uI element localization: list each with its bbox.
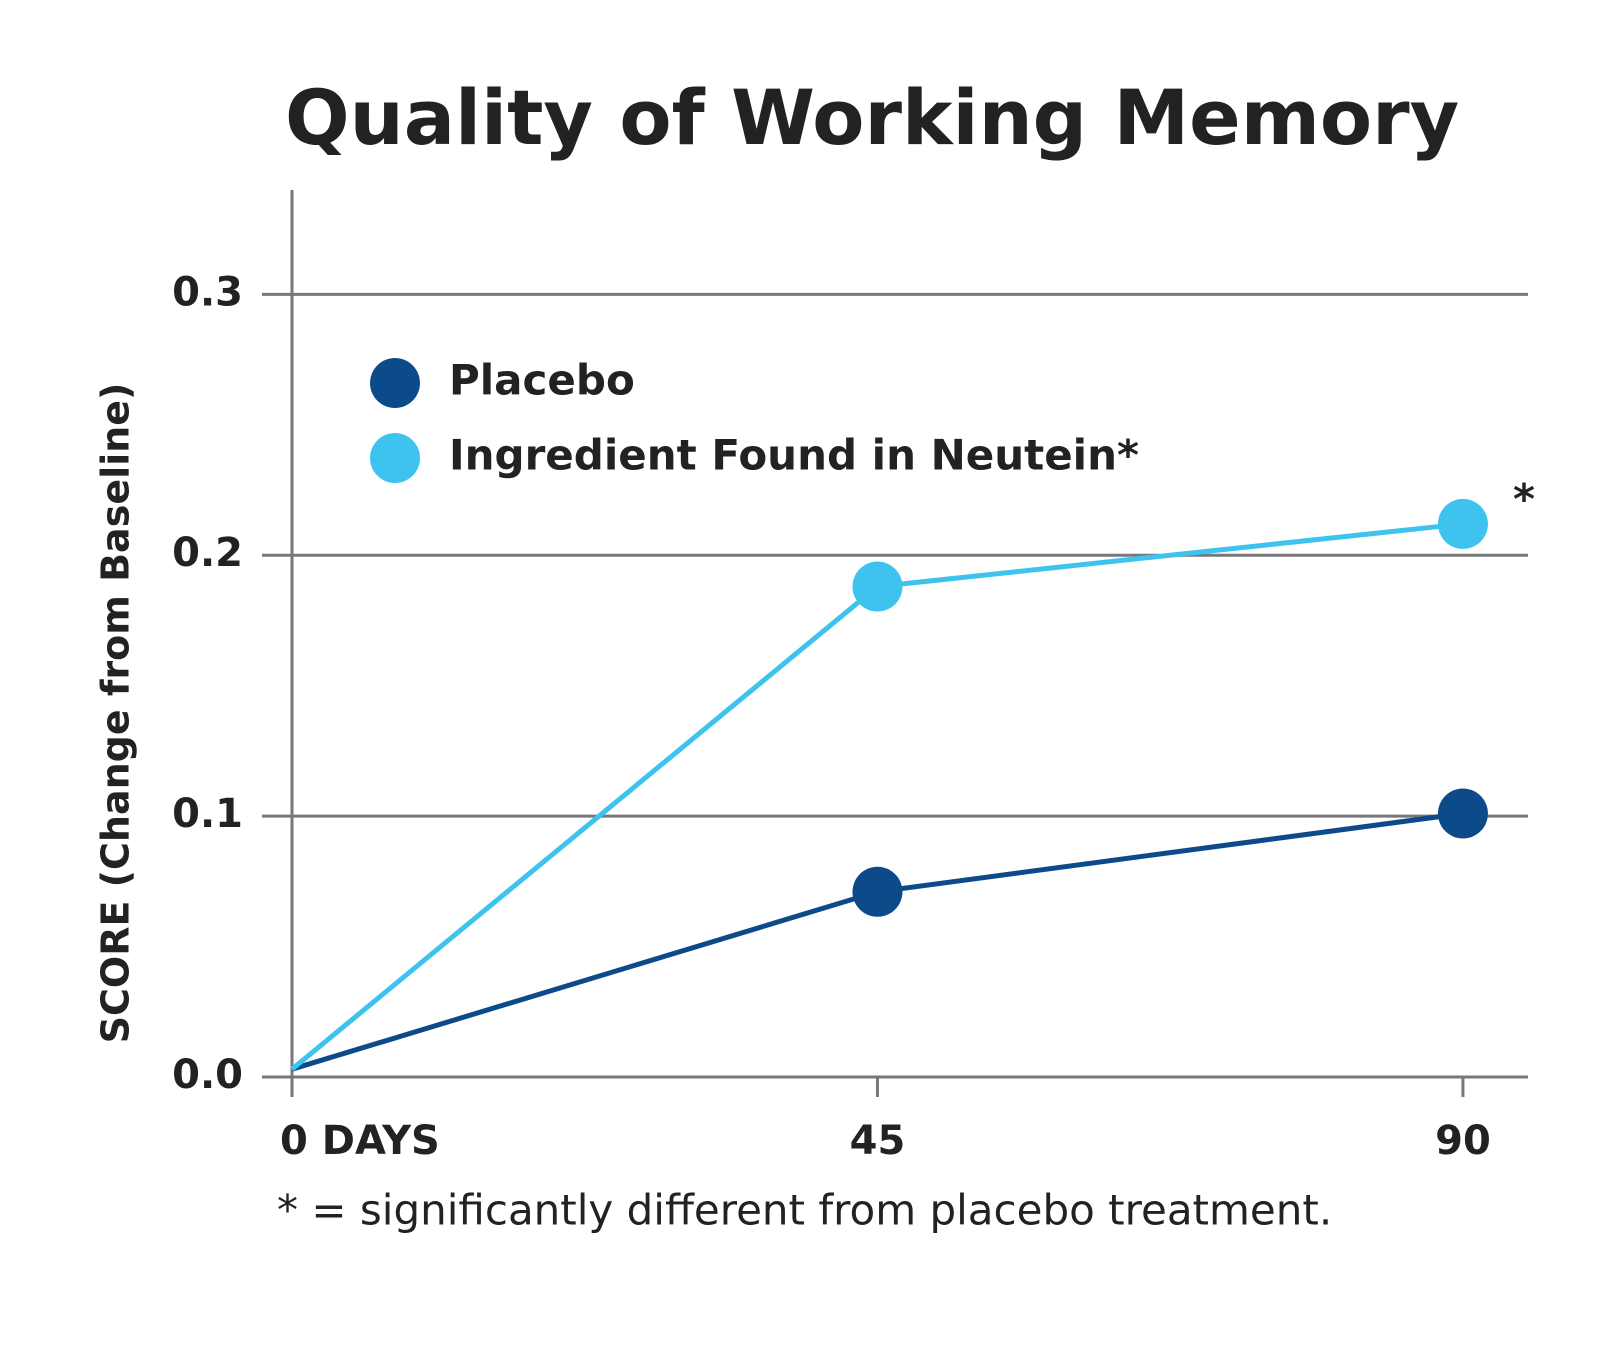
footnote: * = significantly different from placebo… <box>277 1186 1332 1235</box>
y-tick-label: 0.0 <box>172 1052 243 1098</box>
chart-title: Quality of Working Memory <box>285 73 1459 162</box>
annotation: * <box>1513 474 1535 523</box>
y-tick-label: 0.3 <box>172 269 243 315</box>
y-tick-label: 0.2 <box>172 530 243 576</box>
legend-label: Placebo <box>449 356 635 405</box>
y-tick-label: 0.1 <box>172 791 243 837</box>
data-point <box>1437 498 1488 549</box>
y-axis-label: SCORE (Change from Baseline) <box>94 383 138 1044</box>
data-point <box>852 561 903 612</box>
x-tick-label: 45 <box>850 1118 906 1164</box>
x-tick-label: 0 DAYS <box>280 1118 440 1164</box>
legend-label: Ingredient Found in Neutein* <box>449 431 1139 480</box>
data-point <box>1437 788 1488 839</box>
series-line <box>291 811 1464 1072</box>
x-tick-label: 90 <box>1435 1118 1491 1164</box>
data-point <box>852 866 903 917</box>
legend-marker <box>370 358 420 408</box>
legend-marker <box>370 433 420 483</box>
